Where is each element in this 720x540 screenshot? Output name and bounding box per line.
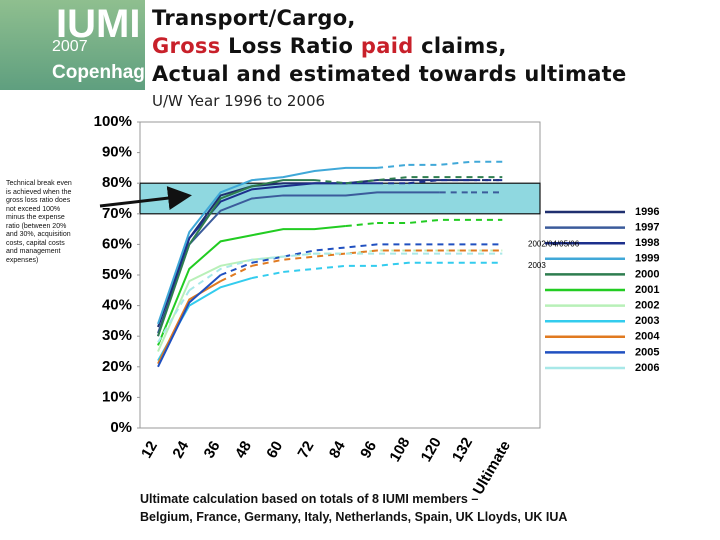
annotation: Technical break even is achieved when th… <box>6 180 72 264</box>
footer: Ultimate calculation based on totals of … <box>140 492 479 506</box>
title-line: Gross Loss Ratio paid claims, <box>152 34 507 58</box>
subtitle: U/W Year 1996 to 2006 <box>152 92 326 110</box>
y-tick-label: 50% <box>102 266 132 283</box>
legend-label: 2006 <box>635 362 659 374</box>
annotation: 2003 <box>528 261 546 270</box>
actual-line <box>157 225 346 346</box>
logo-city: Copenhagen <box>52 62 168 83</box>
estimated-line <box>251 243 503 264</box>
estimate-connector <box>220 261 253 276</box>
title-word: paid <box>360 34 414 58</box>
x-tick-label: Ultimate <box>470 438 514 498</box>
x-tick-label: 96 <box>357 438 380 461</box>
y-tick-label: 70% <box>102 205 132 222</box>
estimated-line <box>408 160 503 166</box>
title-word: Gross <box>152 34 221 58</box>
y-tick-label: 80% <box>102 174 132 191</box>
estimate-connector <box>220 264 253 283</box>
estimate-connector <box>345 221 378 228</box>
x-tick-label: 72 <box>295 438 318 461</box>
actual-line <box>157 179 315 337</box>
logo: IUMI 2007 Copenhagen <box>0 0 167 90</box>
logo-year: 2007 <box>52 38 88 55</box>
estimated-line <box>345 176 503 185</box>
estimate-connector <box>251 270 284 280</box>
y-tick-label: 0% <box>110 419 132 436</box>
estimated-line <box>188 252 503 292</box>
legend-label: 1999 <box>635 253 659 265</box>
legend-label: 1996 <box>635 206 659 218</box>
x-tick-label: 60 <box>263 438 286 461</box>
actual-line <box>157 280 222 365</box>
legend-label: 2002 <box>635 300 659 312</box>
title-word: claims, <box>421 34 507 58</box>
estimate-connector <box>314 179 346 185</box>
annotation: 2002/04/05/06 <box>528 240 580 249</box>
footer: Belgium, France, Germany, Italy, Netherl… <box>140 510 568 524</box>
arrow <box>99 186 192 210</box>
legend-label: 2001 <box>635 284 659 296</box>
legend-label: 2004 <box>635 331 660 343</box>
x-tick-label: 36 <box>201 438 224 461</box>
title-word: Loss Ratio <box>228 34 354 58</box>
estimate-connector <box>377 163 409 169</box>
x-tick-label: 12 <box>138 438 161 461</box>
y-tick-label: 40% <box>102 297 132 314</box>
actual-line <box>157 166 378 325</box>
x-tick-label: 132 <box>449 435 476 465</box>
y-tick-label: 100% <box>94 113 132 130</box>
title-line: Transport/Cargo, <box>152 6 356 30</box>
estimated-line <box>251 249 503 267</box>
actual-line <box>157 191 440 334</box>
legend-label: 1997 <box>635 222 659 234</box>
x-tick-label: 48 <box>232 438 255 461</box>
legend-label: 2000 <box>635 268 659 280</box>
x-tick-label: 24 <box>169 438 192 462</box>
estimated-line <box>283 261 503 273</box>
x-tick-label: 108 <box>386 435 413 465</box>
actual-line <box>157 274 222 368</box>
x-tick-label: 84 <box>326 438 349 462</box>
estimated-line <box>408 179 503 185</box>
legend-label: 2003 <box>635 315 659 327</box>
title-line: Actual and estimated towards ultimate <box>152 62 627 86</box>
legend-label: 1998 <box>635 237 659 249</box>
legend-label: 2005 <box>635 346 659 358</box>
y-tick-label: 90% <box>102 144 132 161</box>
y-tick-label: 60% <box>102 235 132 252</box>
logo-text: IUMI <box>56 2 141 46</box>
x-tick-label: 120 <box>418 435 445 465</box>
y-tick-label: 10% <box>102 388 132 405</box>
estimated-line <box>377 218 503 224</box>
y-tick-label: 20% <box>102 358 132 375</box>
y-tick-label: 30% <box>102 327 132 344</box>
break-even-band <box>139 182 541 215</box>
